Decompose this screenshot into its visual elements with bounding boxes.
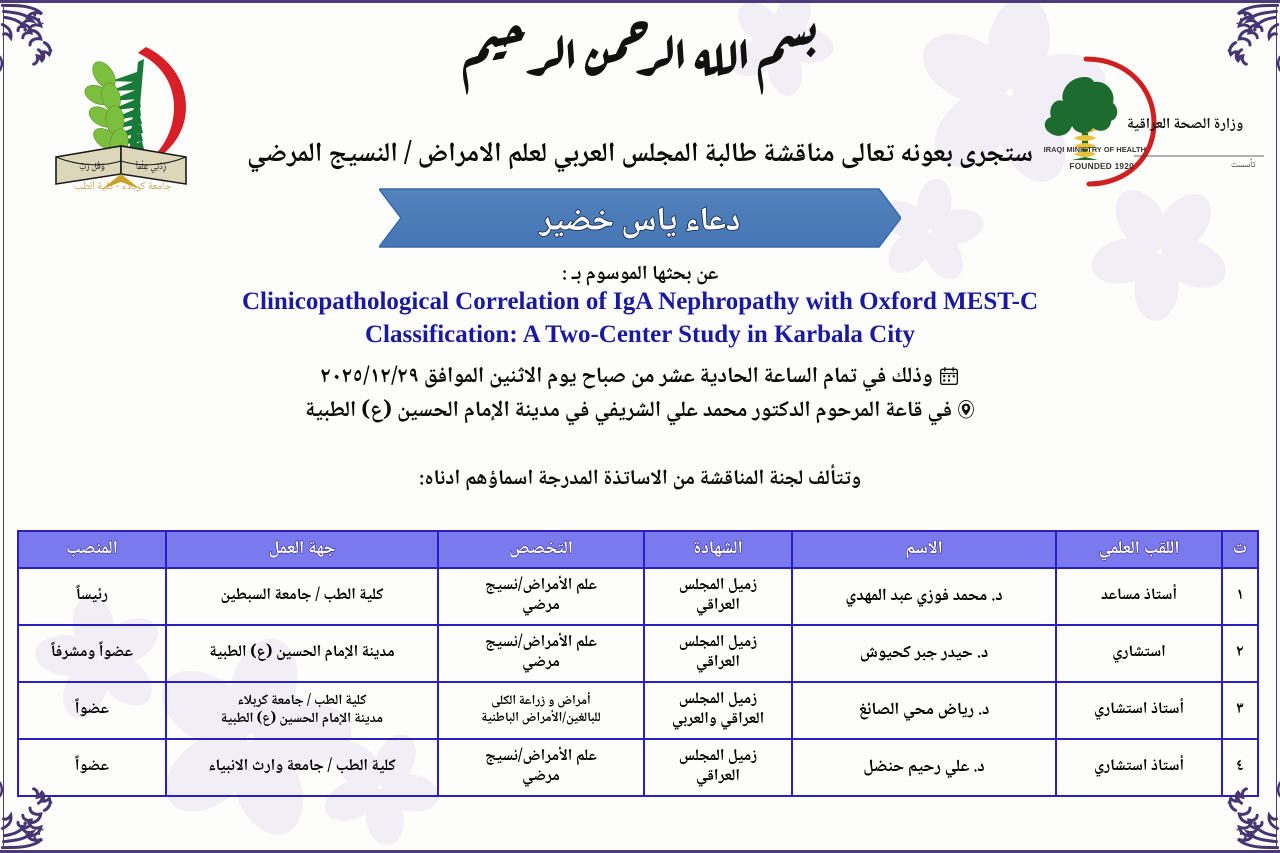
svg-text:دعاء ياس خضير: دعاء ياس خضير bbox=[538, 195, 741, 249]
